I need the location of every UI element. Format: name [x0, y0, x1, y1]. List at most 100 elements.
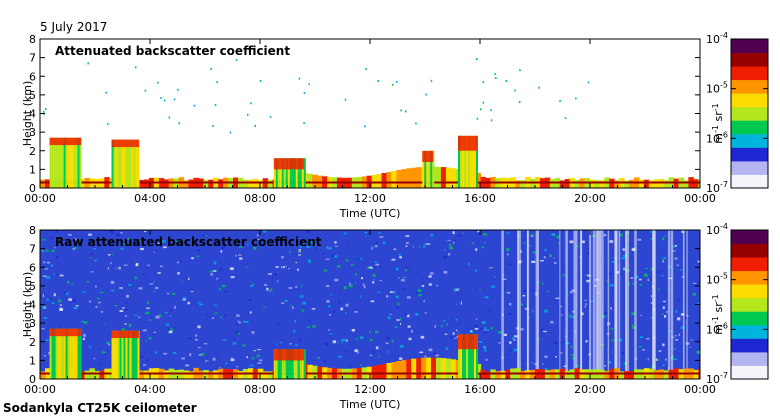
colorbar-segment [731, 365, 768, 380]
y-tick-label: 5 [29, 280, 36, 293]
y-tick-label: 2 [29, 336, 36, 349]
y-tick-label: 4 [29, 299, 36, 312]
colorbar-tick-exponent: -4 [720, 31, 728, 40]
unit-part: -1 [711, 103, 720, 111]
colorbar-tick-base: 10 [706, 182, 720, 195]
colorbar-tick-base: 10 [706, 132, 720, 145]
colorbar-tick-base: 10 [706, 274, 720, 287]
panel-title: Raw attenuated backscatter coefficient [55, 235, 322, 249]
colorbar-segment [731, 311, 768, 326]
y-tick-label: 1 [29, 163, 36, 176]
unit-part: -1 [711, 294, 720, 302]
y-tick-label: 0 [29, 373, 36, 386]
y-tick-label: 1 [29, 354, 36, 367]
colorbar-tick-exponent: -6 [720, 321, 728, 330]
x-tick-label: 00:00 [684, 383, 716, 396]
colorbar: 10-410-510-610-7m-1 sr-1 [706, 222, 769, 386]
backscatter-field [40, 230, 700, 379]
colorbar-segment [731, 66, 768, 81]
y-tick-label: 0 [29, 182, 36, 195]
colorbar-segment [731, 160, 768, 175]
unit-part: m [712, 324, 725, 335]
colorbar-segment [731, 39, 768, 53]
cloud-layer [273, 349, 306, 379]
x-axis-title: Time (UTC) [339, 398, 401, 411]
colorbar-unit-label: m-1 sr-1 [711, 294, 725, 334]
x-tick-label: 12:00 [354, 383, 386, 396]
cloud-layer [111, 330, 140, 379]
cloud-layer [458, 334, 478, 379]
colorbar-segment [731, 79, 768, 94]
colorbar-tick-base: 10 [706, 323, 720, 336]
x-tick-label: 12:00 [354, 192, 386, 205]
y-tick-label: 4 [29, 108, 36, 121]
x-tick-label: 00:00 [684, 192, 716, 205]
colorbar-segment [731, 133, 768, 148]
panel-1: 00:00 04:00 08:00 12:00 16:00 20:00 00:0001234… [21, 31, 769, 220]
x-tick-label: 04:00 [134, 383, 166, 396]
colorbar-tick-base: 10 [706, 83, 720, 96]
colorbar-segment [731, 338, 768, 353]
colorbar-tick-label: 10-5 [706, 272, 728, 287]
colorbar-tick-base: 10 [706, 33, 720, 46]
colorbar-tick-exponent: -4 [720, 222, 728, 231]
panel-2: 00:00 04:00 08:00 12:00 16:00 20:00 00:0001234… [21, 222, 769, 411]
colorbar-segment [731, 257, 768, 272]
colorbar-tick-exponent: -6 [720, 130, 728, 139]
colorbar-segment [731, 147, 768, 162]
y-tick-label: 6 [29, 261, 36, 274]
colorbar-tick-label: 10-6 [706, 130, 728, 145]
colorbar-tick-label: 10-7 [706, 371, 728, 386]
colorbar-segment [731, 120, 768, 135]
cloud-layer [49, 137, 82, 188]
y-tick-label: 2 [29, 145, 36, 158]
x-tick-label: 08:00 [244, 192, 276, 205]
panel-title: Attenuated backscatter coefficient [55, 44, 290, 58]
y-tick-label: 3 [29, 317, 36, 330]
colorbar-segment [731, 284, 768, 299]
colorbar-tick-base: 10 [706, 224, 720, 237]
colorbar: 10-410-510-610-7m-1 sr-1 [706, 31, 769, 195]
colorbar-tick-exponent: -5 [720, 81, 728, 90]
colorbar-segment [731, 230, 768, 244]
colorbar-segment [731, 297, 768, 312]
y-tick-label: 3 [29, 126, 36, 139]
colorbar-frame [730, 38, 769, 189]
colorbar-tick-label: 10-5 [706, 81, 728, 96]
unit-part: sr [712, 111, 725, 125]
colorbar-tick-label: 10-6 [706, 321, 728, 336]
x-tick-label: 16:00 [464, 383, 496, 396]
colorbar-tick-label: 10-4 [706, 222, 728, 237]
plot-area [40, 39, 700, 188]
backscatter-field [40, 58, 700, 188]
y-axis-title: Height (km) [21, 81, 34, 147]
colorbar-tick-label: 10-4 [706, 31, 728, 46]
x-tick-label: 16:00 [464, 192, 496, 205]
unit-part: sr [712, 302, 725, 316]
y-axis-title: Height (km) [21, 272, 34, 338]
colorbar-segment [731, 243, 768, 258]
cloud-layer [458, 135, 478, 188]
colorbar-segment [731, 106, 768, 121]
y-tick-label: 8 [29, 33, 36, 46]
x-axis-title: Time (UTC) [339, 207, 401, 220]
colorbar-tick-exponent: -7 [720, 180, 728, 189]
cloud-layer [111, 139, 140, 188]
y-tick-label: 5 [29, 89, 36, 102]
y-tick-label: 8 [29, 224, 36, 237]
y-tick-label: 7 [29, 243, 36, 256]
cloud-layer [273, 158, 306, 188]
unit-part: m [712, 133, 725, 144]
colorbar-segment [731, 174, 768, 189]
x-tick-label: 20:00 [574, 192, 606, 205]
unit-part: -1 [711, 316, 720, 324]
colorbar-tick-label: 10-7 [706, 180, 728, 195]
x-tick-label: 00:00 [24, 383, 56, 396]
y-tick-label: 6 [29, 70, 36, 83]
unit-part: -1 [711, 125, 720, 133]
date-label: 5 July 2017 [40, 20, 108, 34]
colorbar-frame [730, 229, 769, 380]
colorbar-segment [731, 270, 768, 285]
colorbar-tick-base: 10 [706, 373, 720, 386]
